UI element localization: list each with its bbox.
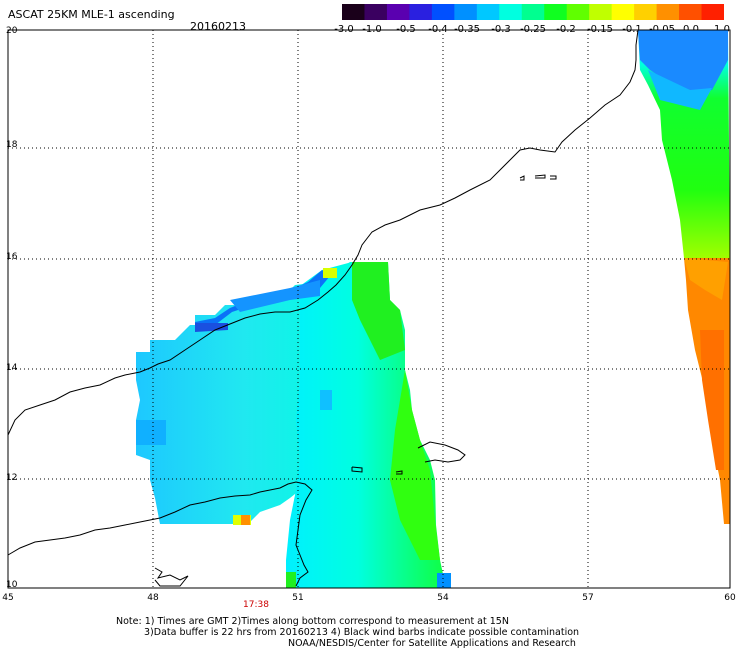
lon-label: 45 bbox=[2, 593, 14, 603]
pass-time-label: 17:38 bbox=[243, 600, 269, 610]
colorbar-segment bbox=[544, 4, 568, 20]
footer-note-2: 3)Data buffer is 22 hrs from 20160213 4)… bbox=[144, 627, 580, 638]
swath-east bbox=[638, 30, 730, 524]
map-title: ASCAT 25KM MLE-1 ascending bbox=[8, 8, 175, 21]
colorbar-segment bbox=[386, 4, 411, 20]
colorbar-segment bbox=[342, 4, 366, 20]
colorbar-segment bbox=[611, 4, 635, 20]
footer-credit: NOAA/NESDIS/Center for Satellite Applica… bbox=[288, 638, 576, 649]
lon-label: 57 bbox=[582, 593, 594, 603]
map-frame bbox=[7, 29, 731, 589]
colorbar-segment bbox=[476, 4, 500, 20]
lon-label: 48 bbox=[147, 593, 159, 603]
colorbar-segment bbox=[701, 4, 724, 20]
colorbar-segment bbox=[679, 4, 703, 20]
lon-label: 54 bbox=[437, 593, 449, 603]
colorbar-segment bbox=[656, 4, 680, 20]
colorbar-segment bbox=[499, 4, 523, 20]
graticule bbox=[8, 30, 730, 588]
colorbar-segment bbox=[431, 4, 455, 20]
lat-label: 14 bbox=[6, 363, 18, 373]
footer-note-1: Note: 1) Times are GMT 2)Times along bot… bbox=[116, 616, 509, 627]
colorbar-segment bbox=[566, 4, 590, 20]
colorbar-segment bbox=[454, 4, 478, 20]
lon-label: 51 bbox=[292, 593, 304, 603]
colorbar-segment bbox=[521, 4, 545, 20]
colorbar-segment bbox=[409, 4, 433, 20]
lat-label: 18 bbox=[6, 140, 18, 150]
colorbar-segment bbox=[589, 4, 613, 20]
lon-label: 60 bbox=[724, 593, 736, 603]
lat-label: 12 bbox=[6, 473, 18, 483]
lat-label: 16 bbox=[6, 252, 18, 262]
coastline bbox=[7, 29, 639, 587]
colorbar bbox=[342, 4, 724, 20]
lat-label: 20 bbox=[6, 26, 18, 36]
colorbar-segment bbox=[634, 4, 658, 20]
colorbar-segment bbox=[364, 4, 388, 20]
lat-label: 10 bbox=[6, 580, 18, 590]
